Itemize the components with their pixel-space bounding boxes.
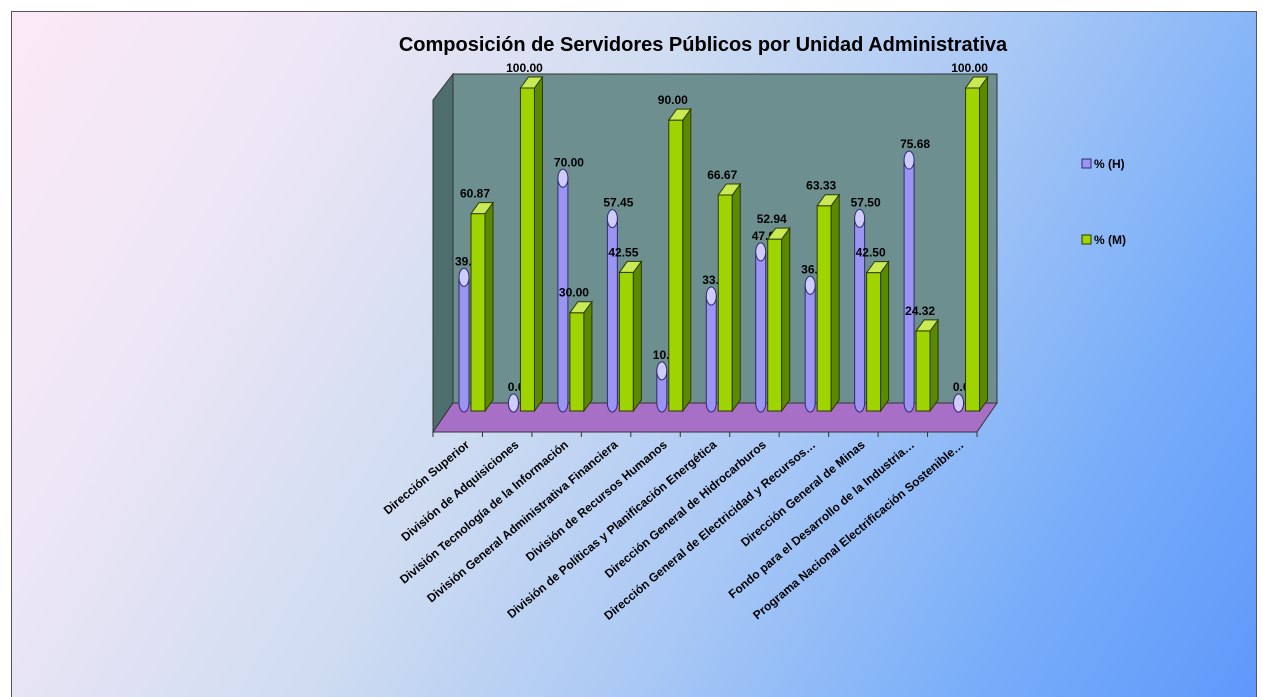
bar-female-top (816, 194, 841, 207)
bar-female (717, 194, 733, 412)
data-label-female: 42.55 (608, 245, 638, 259)
bar-male-top (903, 150, 915, 170)
bar-male-top (656, 361, 668, 381)
bar-female-side (632, 259, 642, 413)
bar-female-top (519, 76, 544, 89)
data-label-male: 57.50 (851, 195, 881, 209)
data-label-male: 70.00 (554, 155, 584, 169)
bar-female-side (979, 75, 989, 413)
bar-female-top (766, 227, 791, 240)
bar-female (866, 272, 882, 412)
bar-male-top (705, 286, 717, 306)
bar-female-side (781, 226, 791, 413)
bar-male-top (804, 275, 816, 295)
bar-male (606, 218, 618, 413)
bar-female (965, 87, 981, 412)
bar-female-side (929, 318, 939, 413)
bar-male (458, 276, 470, 413)
bar-male (804, 284, 816, 413)
legend: % (H) % (M) (1081, 157, 1126, 247)
bar-male-top (458, 267, 470, 287)
bar-female-side (880, 260, 890, 413)
chart-area: Composición de Servidores Públicos por U… (11, 11, 1257, 697)
data-label-female: 100.00 (951, 61, 988, 75)
data-label-female: 60.87 (460, 187, 490, 201)
data-label-male: 57.45 (603, 196, 633, 210)
bar-female-top (618, 260, 643, 273)
data-label-female: 66.67 (707, 168, 737, 182)
chart-svg: Composición de Servidores Públicos por U… (381, 34, 1126, 623)
bar-female-top (470, 202, 494, 215)
bar-male-top (606, 209, 618, 229)
legend-swatch (1081, 158, 1092, 169)
bar-female (618, 271, 634, 412)
bar-female-side (484, 201, 494, 413)
bar-female (767, 238, 783, 412)
category-label: Dirección Superior (381, 437, 472, 517)
data-label-female: 90.00 (658, 93, 688, 107)
bar-female-side (583, 300, 593, 413)
data-label-female: 42.50 (856, 246, 886, 260)
bar-male-top (507, 393, 519, 413)
bar-female-top (568, 301, 593, 314)
bar-male (557, 177, 569, 413)
bar-female-top (915, 319, 940, 332)
category-group: 75.68 24.32 (900, 137, 940, 413)
legend-item: % (M) (1081, 233, 1126, 247)
bar-female-top (865, 261, 890, 274)
bar-female (470, 213, 486, 412)
bar-female (915, 330, 931, 412)
category-group: 70.00 30.00 (554, 155, 593, 413)
category-label: Fondo para el Desarrollo de la Industria… (726, 438, 917, 602)
bar-male-top (953, 393, 965, 413)
bar-male-top (854, 208, 866, 228)
bar-male-top (755, 242, 767, 262)
data-label-female: 63.33 (806, 179, 836, 193)
legend-item: % (H) (1081, 157, 1125, 171)
bar-male (755, 251, 767, 413)
bar-male-top (557, 168, 569, 188)
bar-female (816, 205, 832, 412)
bar-female-side (682, 107, 692, 413)
bar-female-top (717, 183, 742, 196)
chart-title: Composición de Servidores Públicos por U… (399, 34, 1008, 56)
bar-female (519, 87, 535, 412)
bar-male (903, 159, 915, 413)
side-wall (432, 72, 454, 434)
bar-male (705, 295, 717, 413)
legend-label: % (M) (1094, 233, 1126, 247)
bar-male (656, 370, 668, 413)
bar-female-top (964, 76, 989, 89)
bar-female (668, 119, 684, 412)
data-label-male: 75.68 (900, 137, 930, 151)
bar-female-side (533, 75, 543, 413)
bar-female-top (667, 108, 692, 121)
data-label-female: 52.94 (757, 212, 787, 226)
data-label-female: 24.32 (905, 304, 935, 318)
bar-female-side (830, 193, 840, 413)
legend-label: % (H) (1094, 157, 1125, 171)
bar-female (569, 312, 585, 412)
legend-swatch (1081, 234, 1092, 245)
data-label-female: 100.00 (506, 61, 543, 75)
category-group: 57.45 42.55 (603, 196, 643, 413)
bar-female-side (731, 182, 741, 413)
data-label-female: 30.00 (559, 286, 589, 300)
category-group: 57.50 42.50 (851, 195, 890, 413)
bar-male (854, 217, 866, 413)
